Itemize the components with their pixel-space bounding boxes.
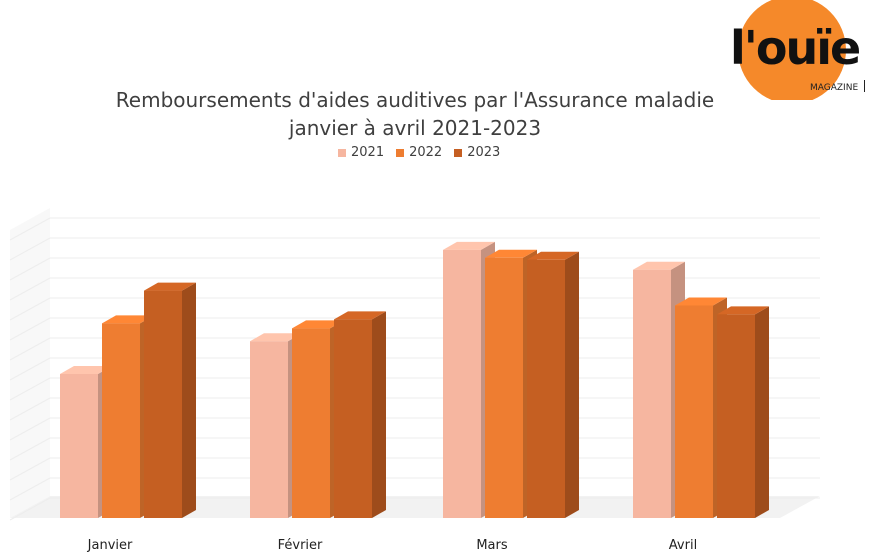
gridline-side [9,337,51,361]
legend-swatch-2023 [454,148,463,157]
legend-label-2022: 2022 [409,145,443,160]
legend-item-2022: 2022 [396,145,442,160]
category-label-février: Février [278,538,323,553]
logo-subtext-bracket [864,80,865,92]
bar-front [144,290,182,518]
brand-logo: l'ouïe MAGAZINE [730,0,865,100]
gridline-side [9,437,51,461]
bar-top [60,366,112,374]
chart-title: Remboursements d'aides auditives par l'A… [0,86,830,142]
bar-top [443,241,495,250]
bar-janvier-2023 [144,282,196,518]
bar-mars-2023 [527,251,579,519]
bar-front [527,259,565,518]
logo-subtext: MAGAZINE [810,83,858,93]
bar-front [675,305,713,518]
bar-front [60,374,98,518]
bar-top [675,297,727,306]
gridline-side [9,217,51,241]
bar-top [717,306,769,315]
legend-swatch-2022 [396,148,405,157]
bar-front [292,328,330,518]
bar-front [443,249,481,519]
gridline-side [9,457,51,481]
plot-side-wall [10,208,50,518]
bar-side [565,251,579,519]
gridline-side [9,397,51,421]
bar-side [372,311,386,518]
logo-text: l'ouïe [730,21,859,75]
bar-front [717,314,755,518]
bar-front [485,257,523,518]
bar-top [102,315,154,324]
gridline-side [9,277,51,301]
legend-item-2021: 2021 [338,145,384,160]
legend-label-2021: 2021 [351,145,385,160]
bar-top [334,311,386,320]
bar-top [527,251,579,260]
gridline-side [9,297,51,321]
bar-avril-2023 [717,306,769,518]
bar-top [292,320,344,329]
gridline-side [9,237,51,261]
legend-item-2023: 2023 [454,145,500,160]
bar-front [250,341,288,518]
gridline-side [9,417,51,441]
chart-legend: 2021 2022 2023 [338,145,500,160]
bar-top [485,249,537,258]
bar-top [633,261,685,270]
bar-side [755,306,769,518]
plot-floor [10,496,820,518]
chart-title-line-2: janvier à avril 2021-2023 [288,116,542,140]
bar-front [633,269,671,518]
category-label-avril: Avril [669,538,697,553]
gridline-side [9,377,51,401]
category-label-janvier: Janvier [87,538,133,553]
gridline-side [9,477,51,501]
category-label-mars: Mars [476,538,508,553]
bar-top [250,333,302,342]
bar-top [144,282,196,291]
bar-front [102,323,140,518]
bar-front [334,319,372,518]
gridline-side [9,317,51,341]
legend-swatch-2021 [338,148,346,157]
gridline-side [9,257,51,281]
logo-circle [738,0,846,100]
category-labels: Janvier Février Mars Avril [87,538,698,553]
bar-février-2023 [334,311,386,518]
chart-title-line-1: Remboursements d'aides auditives par l'A… [115,88,715,112]
bars-layer [60,241,769,519]
legend-label-2023: 2023 [467,145,501,160]
gridline-side [9,357,51,381]
gridline-side [9,497,51,521]
bar-side [182,282,196,518]
